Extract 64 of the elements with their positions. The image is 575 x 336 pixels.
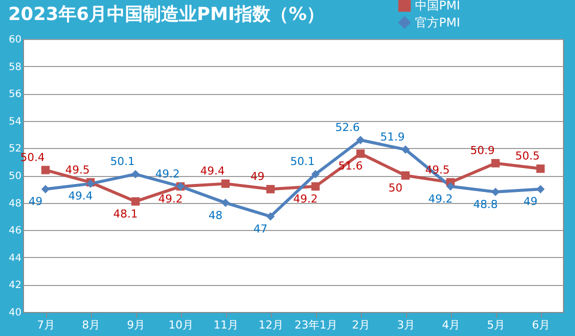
y-tick-label: 58 <box>8 62 22 73</box>
data-label: 49.2 <box>158 192 183 206</box>
x-tick-label: 7月 <box>37 318 55 332</box>
y-tick-label: 40 <box>8 308 22 318</box>
point <box>221 198 230 207</box>
data-label: 51.9 <box>380 130 405 144</box>
data-label: 50.5 <box>515 150 540 163</box>
data-label: 50 <box>388 182 402 194</box>
y-tick-label: 56 <box>8 89 22 100</box>
point <box>401 171 410 180</box>
data-label: 49 <box>250 170 264 184</box>
data-label: 52.6 <box>335 121 360 134</box>
chart-title: 2023年6月中国制造业PMI指数（%） <box>8 4 325 25</box>
x-tick-label: 6月 <box>532 318 550 332</box>
x-tick-label: 9月 <box>127 318 145 332</box>
x-tick-label: 12月 <box>258 318 284 332</box>
x-tick-label: 23年1月 <box>294 318 338 332</box>
point <box>221 180 230 188</box>
point <box>311 170 320 178</box>
data-label: 49.4 <box>68 190 93 203</box>
point <box>446 182 455 191</box>
data-label: 50.1 <box>110 155 135 168</box>
point <box>266 212 275 221</box>
data-label: 48.1 <box>113 207 138 220</box>
y-tick-label: 60 <box>8 34 22 46</box>
y-tick-label: 50 <box>8 171 22 182</box>
point <box>266 184 275 194</box>
data-label: 49.2 <box>428 192 453 206</box>
data-label: 48.8 <box>473 198 498 211</box>
x-tick-label: 5月 <box>487 318 505 332</box>
x-tick-label: 11月 <box>214 318 238 332</box>
data-label: 50.1 <box>290 155 315 168</box>
x-tick-label: 3月 <box>397 318 415 332</box>
data-label: 49.5 <box>65 163 90 176</box>
point <box>491 159 500 168</box>
y-tick-label: 48 <box>8 198 22 210</box>
x-tick-label: 4月 <box>442 318 460 332</box>
data-label: 49.2 <box>155 167 180 180</box>
point <box>401 145 410 154</box>
x-tick-label: 2月 <box>352 318 370 332</box>
x-tick-label: 8月 <box>82 318 100 332</box>
data-label: 47 <box>254 222 268 236</box>
point <box>41 166 50 174</box>
legend-label: 官方PMI <box>415 16 460 30</box>
point <box>356 136 365 144</box>
data-label: 49.4 <box>200 164 225 178</box>
point <box>536 164 545 173</box>
point <box>356 149 365 158</box>
data-label: 49 <box>524 195 538 208</box>
data-label: 49.2 <box>293 192 318 206</box>
point <box>131 197 140 206</box>
legend-label: 中国PMI <box>415 0 460 12</box>
point <box>41 184 50 194</box>
y-tick-label: 54 <box>8 116 22 128</box>
point <box>311 182 320 191</box>
data-label: 48 <box>208 208 222 222</box>
x-tick-label: 10月 <box>168 318 194 332</box>
y-tick-label: 52 <box>8 144 22 155</box>
y-tick-label: 42 <box>8 280 22 292</box>
y-tick-label: 44 <box>8 252 22 264</box>
y-tick-label: 46 <box>8 226 22 237</box>
data-label: 49 <box>28 195 42 208</box>
point <box>131 170 140 178</box>
data-label: 50.9 <box>470 144 495 158</box>
